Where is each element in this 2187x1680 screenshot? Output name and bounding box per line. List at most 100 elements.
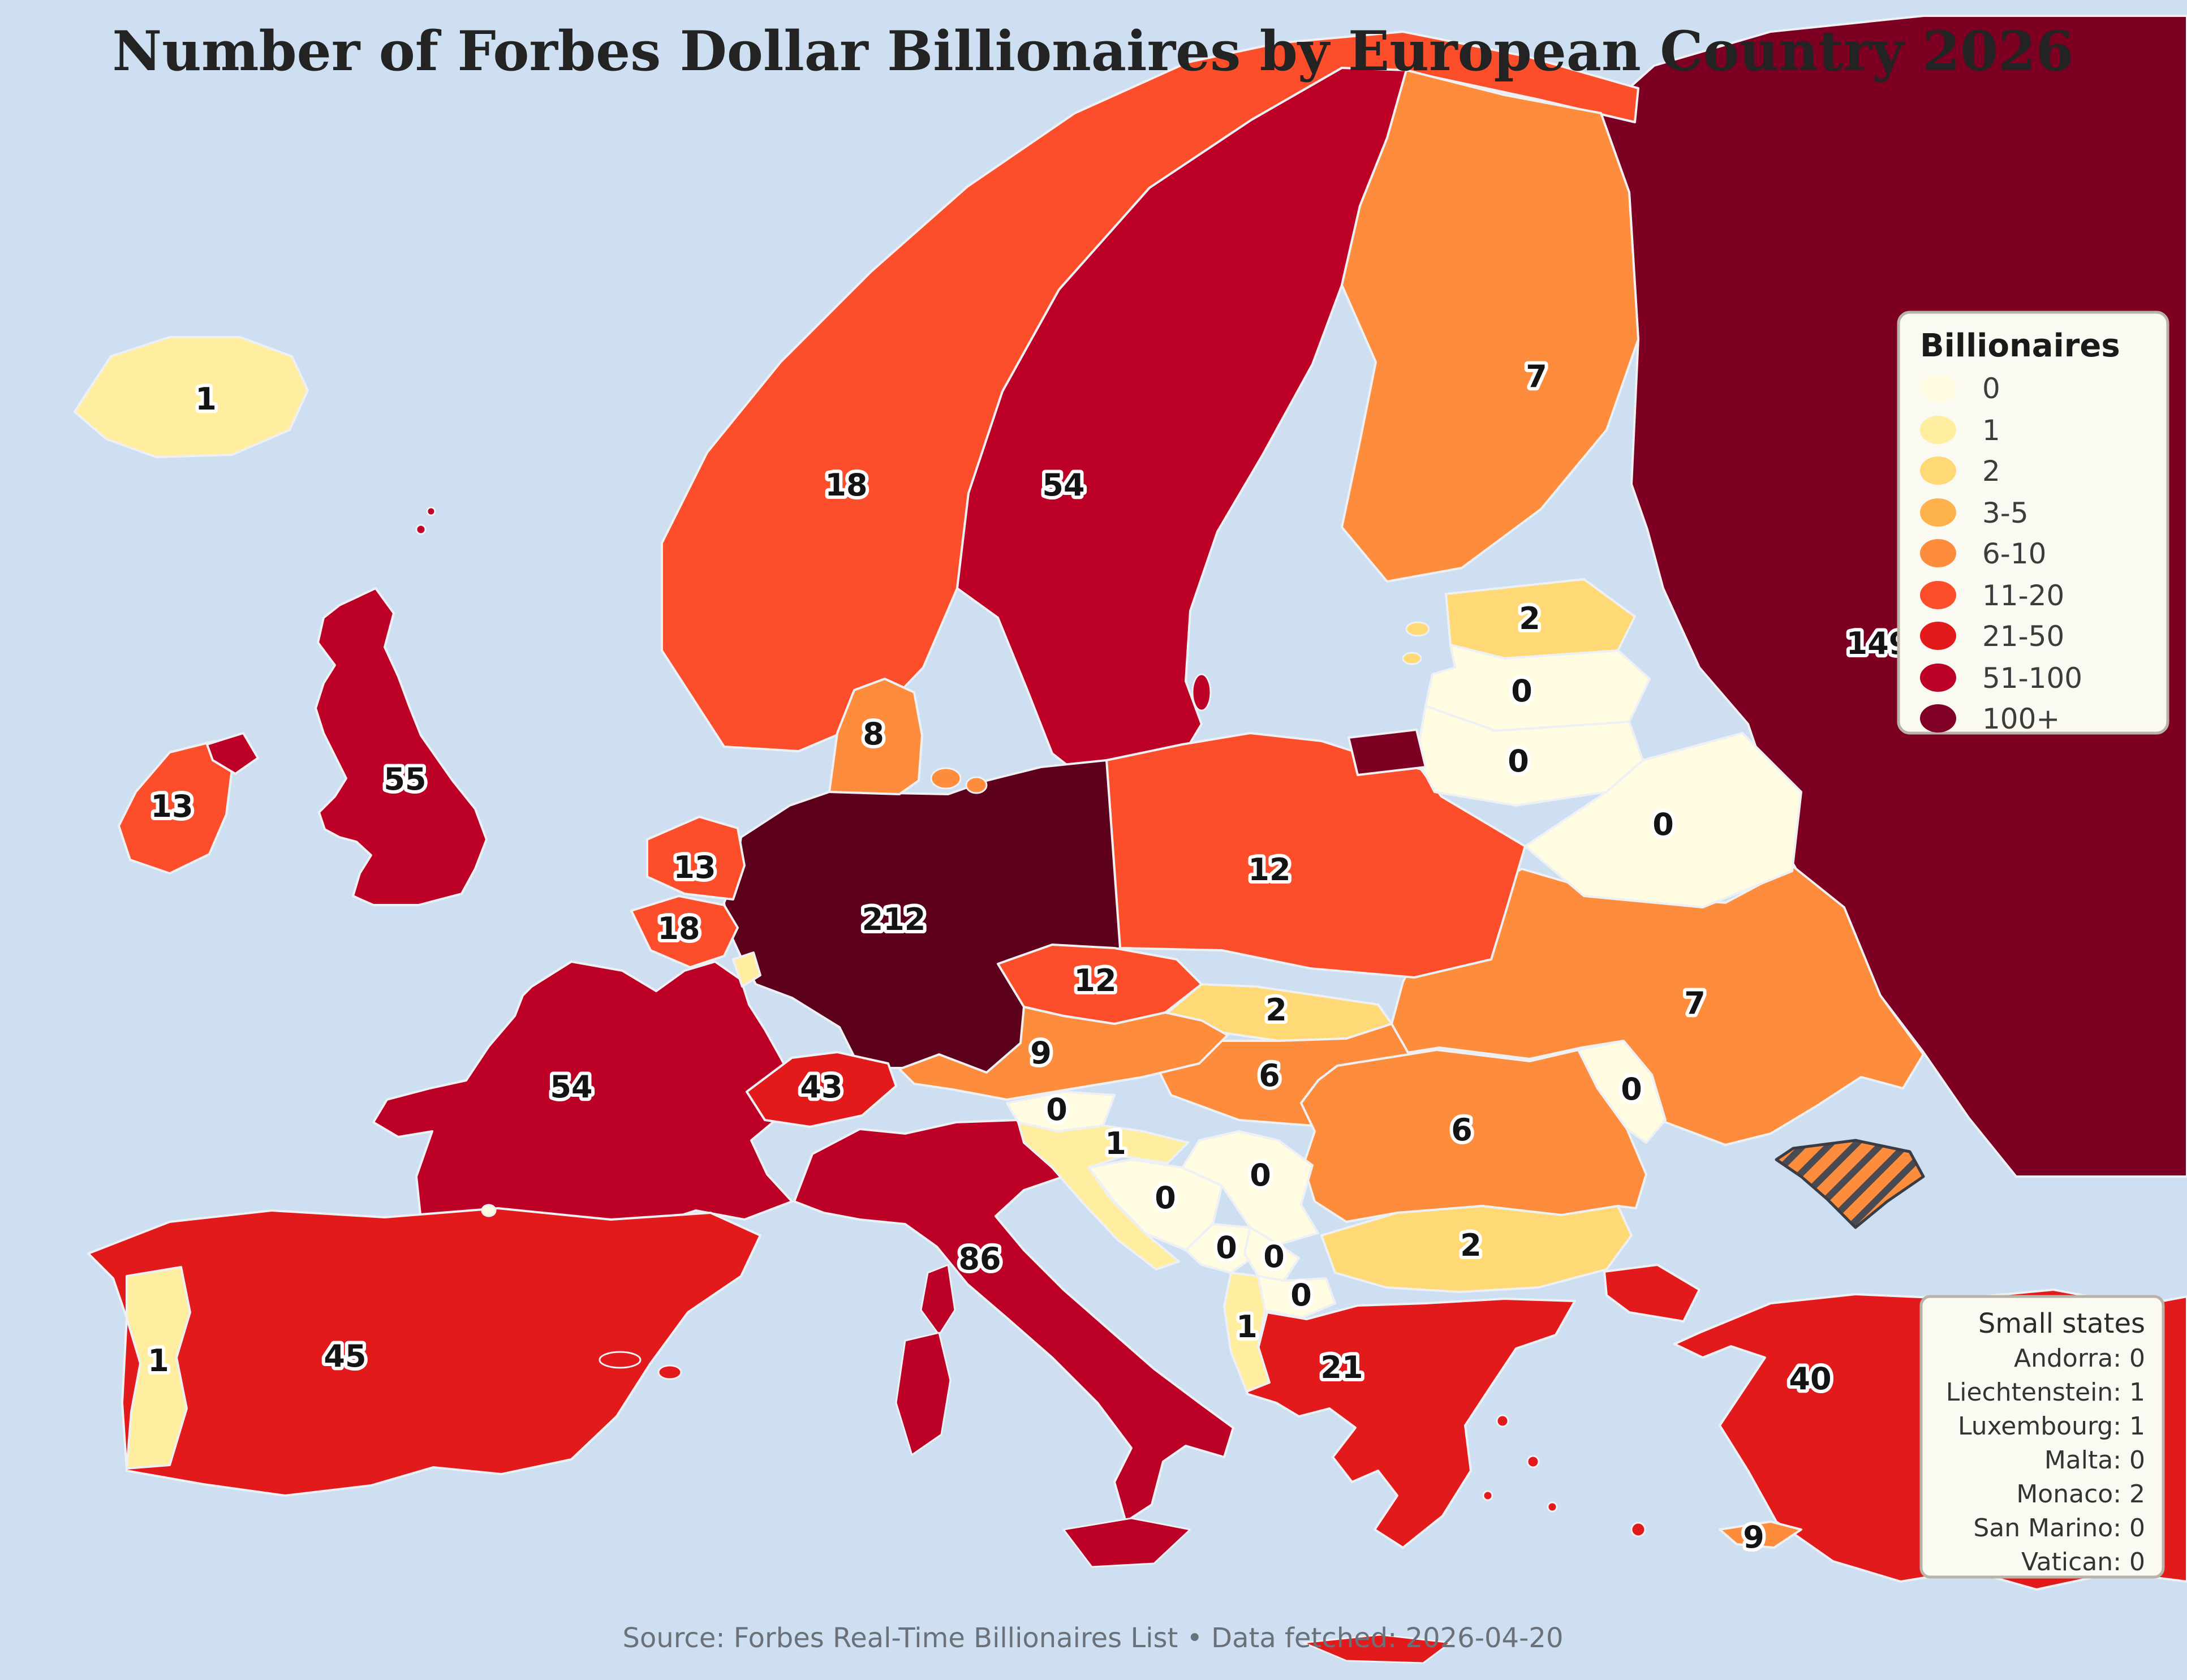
country-label-bosnia: 0 (1155, 1180, 1176, 1216)
country-label-ukraine: 7 (1684, 985, 1706, 1021)
country-label-spain: 45 (324, 1338, 366, 1374)
country-label-czechia: 12 (1074, 963, 1116, 998)
country-label-united-kingdom: 55 (384, 761, 426, 797)
country-label-slovenia: 0 (1046, 1092, 1067, 1127)
country-netherlands (646, 816, 746, 901)
country-label-croatia: 1 (1105, 1126, 1126, 1161)
legend-swatch-8 (1920, 704, 1956, 733)
small-states-panel: Small states Andorra: 0 Liechtenstein: 1… (1919, 1295, 2165, 1579)
country-label-slovakia: 2 (1265, 992, 1287, 1028)
source-note: Source: Forbes Real-Time Billionaires Li… (622, 1622, 1563, 1654)
country-belarus (1524, 732, 1802, 908)
island-corsica (920, 1264, 956, 1336)
legend-swatch-4 (1920, 539, 1956, 567)
island-sicily (1062, 1517, 1191, 1568)
country-label-netherlands: 13 (673, 850, 716, 885)
country-label-hungary: 6 (1259, 1058, 1280, 1093)
country-label-romania: 6 (1451, 1112, 1473, 1148)
country-turkey-thrace (1603, 1264, 1700, 1323)
country-andorra (481, 1204, 497, 1217)
country-label-italy: 86 (958, 1241, 1001, 1277)
country-label-belarus: 0 (1652, 807, 1674, 842)
country-croatia (1017, 1121, 1189, 1270)
island-sardinia (895, 1332, 952, 1456)
small-state-san-marino: San Marino: 0 (1973, 1514, 2145, 1543)
country-ireland (118, 740, 233, 875)
country-serbia (1181, 1130, 1319, 1246)
legend-label-4: 6-10 (1982, 537, 2046, 570)
island-rhodes (1630, 1522, 1646, 1537)
legend-swatch-5 (1920, 581, 1956, 609)
legend-swatch-2 (1920, 456, 1956, 485)
country-label-sweden: 54 (1042, 467, 1084, 503)
legend-label-8: 100+ (1982, 703, 2060, 735)
legend-label-3: 3-5 (1982, 497, 2029, 529)
country-label-finland: 7 (1526, 359, 1547, 394)
island-hiiumaa (1402, 652, 1422, 665)
island-aegean-4 (1547, 1501, 1558, 1513)
country-denmark (828, 678, 923, 795)
country-poland (1105, 732, 1526, 979)
country-finland (1341, 69, 1639, 583)
country-label-albania: 1 (1236, 1309, 1258, 1345)
country-label-ireland: 13 (150, 789, 193, 824)
country-united-kingdom (315, 587, 488, 906)
region-crimea-hatched (1775, 1139, 1925, 1229)
country-label-belgium: 18 (657, 911, 700, 946)
legend-label-6: 21-50 (1982, 620, 2064, 653)
country-label-greece: 21 (1320, 1350, 1363, 1385)
country-label-poland: 12 (1248, 852, 1290, 888)
country-label-turkey: 40 (1789, 1361, 1831, 1397)
country-cyprus (1719, 1520, 1802, 1549)
country-switzerland (746, 1051, 897, 1128)
country-label-moldova: 0 (1621, 1071, 1642, 1107)
legend-panel (1897, 311, 2169, 735)
legend: Billionaires 0 1 2 3-5 6-10 11-20 21-50 … (1897, 311, 2169, 735)
country-austria (898, 1006, 1229, 1101)
country-france (372, 960, 795, 1225)
island-menorca (657, 1364, 682, 1380)
small-state-luxembourg: Luxembourg: 1 (1958, 1412, 2145, 1441)
country-label-denmark: 8 (863, 716, 884, 752)
legend-swatch-7 (1920, 664, 1956, 692)
small-state-liechtenstein: Liechtenstein: 1 (1946, 1378, 2145, 1407)
small-state-monaco: Monaco: 2 (2016, 1480, 2145, 1509)
country-albania (1223, 1272, 1271, 1393)
small-states-box (1919, 1295, 2165, 1579)
region-northern-ireland (206, 732, 259, 775)
legend-swatch-1 (1920, 416, 1956, 444)
country-label-france: 54 (550, 1069, 592, 1105)
island-aegean-1 (1496, 1414, 1509, 1428)
island-zealand (930, 767, 962, 790)
island-aegean-2 (1526, 1455, 1540, 1468)
country-label-estonia: 2 (1519, 601, 1540, 636)
small-state-andorra: Andorra: 0 (2014, 1344, 2145, 1373)
country-portugal (126, 1266, 191, 1470)
country-greece (1246, 1298, 1576, 1549)
country-label-portugal: 1 (148, 1343, 169, 1379)
legend-label-7: 51-100 (1982, 662, 2082, 695)
island-funen (965, 776, 988, 794)
country-label-germany: 212 (862, 902, 926, 937)
legend-label-0: 0 (1982, 372, 2000, 405)
island-crete (1302, 1634, 1452, 1664)
island-aegean-3 (1482, 1490, 1493, 1501)
small-state-malta: Malta: 0 (2044, 1446, 2145, 1475)
country-label-bulgaria: 2 (1460, 1227, 1482, 1263)
legend-label-1: 1 (1982, 414, 2000, 447)
island-gotland (1191, 673, 1212, 712)
country-bulgaria (1320, 1205, 1633, 1293)
island-saaremaa (1405, 621, 1430, 637)
legend-swatch-3 (1920, 498, 1956, 527)
country-label-norway: 18 (825, 467, 867, 503)
country-belgium (630, 895, 739, 968)
country-label-lithuania: 0 (1508, 743, 1529, 779)
island-mallorca (599, 1351, 642, 1369)
island-shetland-2 (426, 506, 436, 516)
country-label-north-macedonia: 0 (1290, 1277, 1312, 1313)
country-moldova (1577, 1040, 1667, 1144)
small-state-vatican: Vatican: 0 (2021, 1548, 2145, 1576)
country-label-switzerland: 43 (800, 1069, 842, 1105)
island-shetland-1 (415, 524, 427, 535)
